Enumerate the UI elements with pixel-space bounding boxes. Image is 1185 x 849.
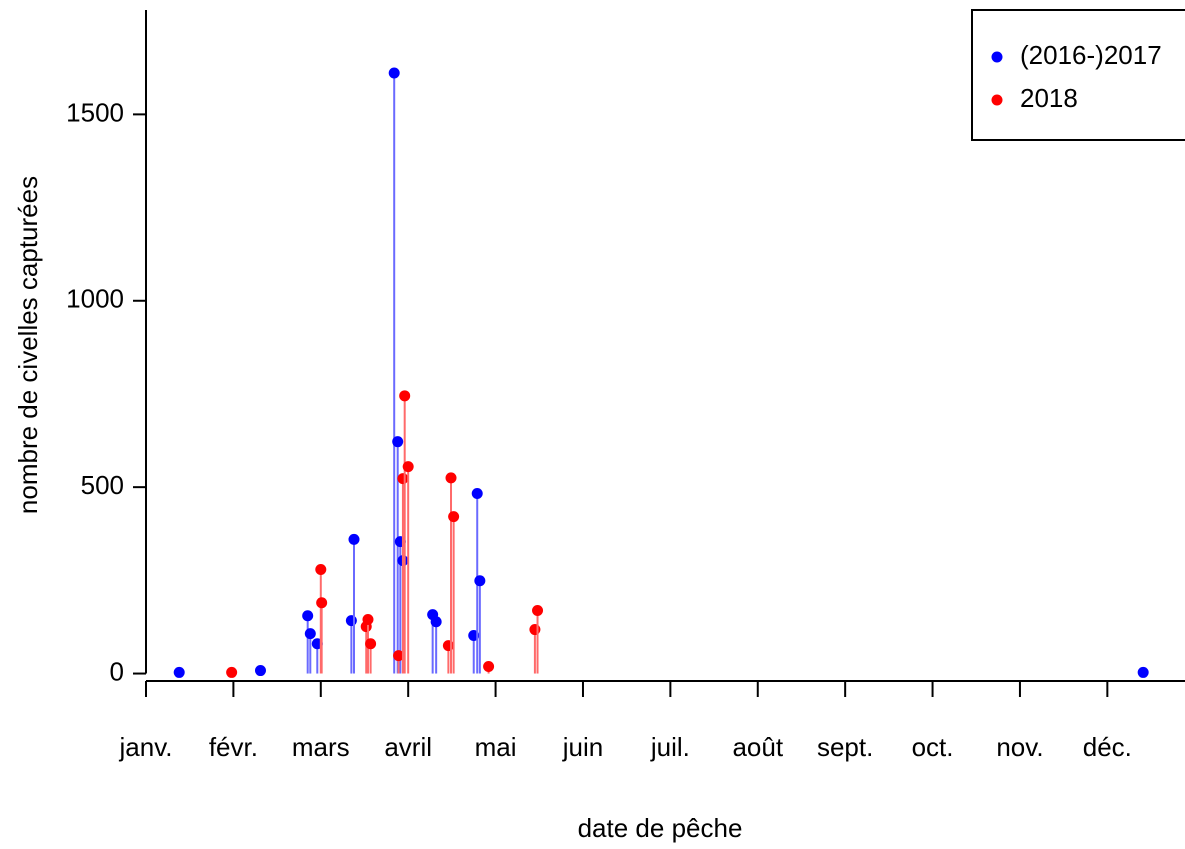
point bbox=[393, 650, 405, 662]
point bbox=[388, 67, 400, 79]
point bbox=[348, 533, 360, 545]
x-tick-label: mai bbox=[475, 732, 517, 762]
point bbox=[445, 472, 457, 484]
point bbox=[392, 436, 404, 448]
point bbox=[365, 638, 377, 650]
x-tick-label: août bbox=[732, 732, 783, 762]
y-tick-label: 0 bbox=[110, 656, 124, 686]
x-tick-label: sept. bbox=[817, 732, 873, 762]
point bbox=[397, 473, 409, 485]
y-tick-label: 1000 bbox=[66, 284, 124, 314]
x-tick-label: nov. bbox=[996, 732, 1043, 762]
legend-label: 2018 bbox=[1020, 83, 1078, 113]
y-tick-label: 1500 bbox=[66, 97, 124, 127]
x-tick-label: janv. bbox=[119, 732, 173, 762]
x-tick-label: févr. bbox=[209, 732, 258, 762]
point bbox=[304, 628, 316, 640]
point bbox=[173, 666, 185, 678]
point bbox=[532, 605, 544, 617]
point bbox=[315, 564, 327, 576]
point bbox=[474, 575, 486, 587]
x-axis-label: date de pêche bbox=[578, 813, 743, 843]
legend-box bbox=[971, 9, 1185, 141]
y-tick-label: 500 bbox=[81, 470, 124, 500]
point bbox=[316, 597, 328, 609]
point bbox=[254, 665, 266, 677]
point bbox=[483, 660, 495, 672]
x-tick-label: mars bbox=[292, 732, 350, 762]
point bbox=[1137, 666, 1149, 678]
point bbox=[302, 610, 314, 622]
point bbox=[448, 511, 460, 523]
point bbox=[529, 624, 541, 636]
point bbox=[442, 640, 454, 652]
legend-marker bbox=[991, 94, 1003, 106]
point bbox=[226, 666, 238, 678]
point bbox=[402, 461, 414, 473]
x-tick-label: juil. bbox=[650, 732, 690, 762]
x-tick-label: oct. bbox=[912, 732, 954, 762]
point bbox=[471, 487, 483, 499]
point bbox=[362, 613, 374, 625]
x-tick-label: avril bbox=[384, 732, 432, 762]
point bbox=[430, 616, 442, 628]
x-tick-label: juin bbox=[562, 732, 603, 762]
legend-label: (2016-)2017 bbox=[1020, 40, 1162, 70]
point bbox=[399, 390, 411, 402]
legend-marker bbox=[991, 51, 1003, 63]
point bbox=[345, 615, 357, 627]
y-axis-label: nombre de civelles capturées bbox=[13, 176, 43, 514]
x-tick-label: déc. bbox=[1083, 732, 1132, 762]
